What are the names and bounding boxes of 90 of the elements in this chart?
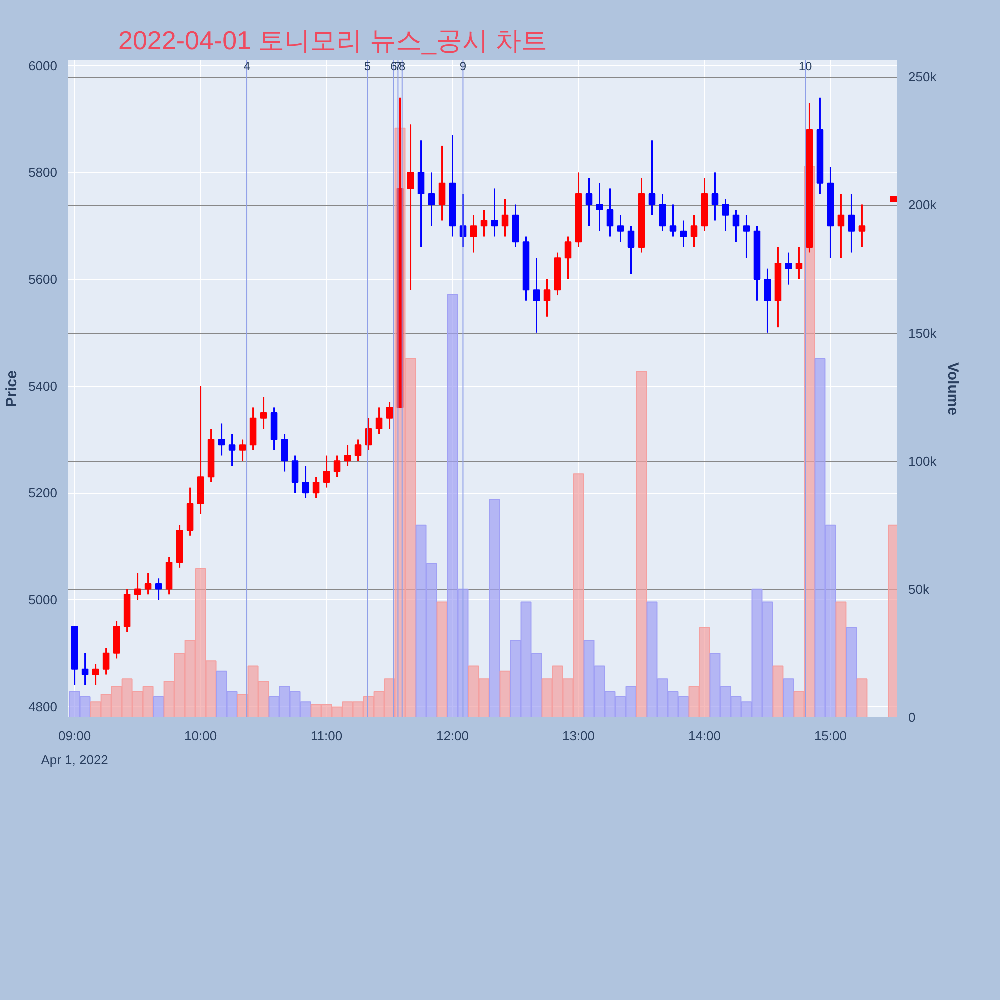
candlestick xyxy=(838,193,845,259)
candlestick xyxy=(228,434,236,468)
candlestick xyxy=(292,455,299,494)
bar xyxy=(783,678,794,718)
candlestick xyxy=(690,214,698,248)
x-tick-label: 12:00 xyxy=(436,728,470,744)
candlestick xyxy=(606,188,614,238)
candlestick xyxy=(344,444,352,468)
candlestick xyxy=(796,246,803,280)
y-tick-label: 4800 xyxy=(28,699,58,714)
candlestick xyxy=(302,466,310,500)
y-axis-title: Price xyxy=(4,370,21,408)
candlestick xyxy=(376,406,383,436)
candlestick xyxy=(418,140,425,248)
candlestick xyxy=(428,172,436,227)
candlestick xyxy=(354,438,362,462)
y2-tick-label: 200k xyxy=(908,198,938,213)
x-tick-label: 11:00 xyxy=(310,728,343,744)
candlestick xyxy=(438,145,446,222)
candlestick xyxy=(502,198,509,238)
candlestick xyxy=(334,455,341,478)
y-tick-label: 6000 xyxy=(28,58,58,74)
candlestick xyxy=(722,198,730,232)
bar xyxy=(856,678,868,718)
candlestick xyxy=(785,252,792,286)
x-tick-label: 13:00 xyxy=(562,728,596,744)
y-tick-label: 5200 xyxy=(28,486,58,501)
candlestick xyxy=(586,177,593,227)
candlestick xyxy=(407,124,414,291)
y-tick-label: 5000 xyxy=(28,592,58,608)
y-tick-label: 5800 xyxy=(28,165,58,180)
bar xyxy=(436,602,448,718)
bar xyxy=(500,670,511,718)
candlestick xyxy=(628,225,635,275)
candlestick xyxy=(102,647,110,676)
x-tick-label: 10:00 xyxy=(184,728,218,744)
candlestick xyxy=(82,652,89,686)
candlestick xyxy=(144,572,152,596)
bar xyxy=(772,666,784,718)
candlestick xyxy=(680,220,688,248)
candlestick xyxy=(764,268,772,334)
bar xyxy=(636,371,648,718)
candlestick xyxy=(155,578,162,601)
candlestick xyxy=(218,422,226,457)
candlestick xyxy=(260,396,268,430)
annotation: 5 xyxy=(364,60,372,74)
candlestick xyxy=(596,182,604,232)
chart-title: 2022-04-01 토니모리 뉴스_공시 차트 xyxy=(118,26,548,56)
candlestick xyxy=(470,214,478,254)
candlestick xyxy=(92,663,100,686)
candlestick xyxy=(564,236,572,280)
text: Apr 1, 2022 xyxy=(41,752,108,768)
candlestick xyxy=(858,204,866,248)
candlestick xyxy=(544,278,551,318)
y2-axis-title: Volume xyxy=(944,362,962,416)
x-tick-label: 15:00 xyxy=(814,728,848,744)
candlestick xyxy=(848,193,856,254)
y2-tick-label: 150k xyxy=(908,326,938,341)
candlestick xyxy=(480,209,488,238)
annotation: 8 xyxy=(399,60,406,74)
x-tick-label: 09:00 xyxy=(58,728,92,744)
annotation: 10 xyxy=(798,60,813,74)
candlestick xyxy=(239,438,246,462)
candlestick xyxy=(323,455,330,489)
bar xyxy=(153,696,164,718)
y2-tick-label: 0 xyxy=(908,710,916,725)
candlestick xyxy=(312,476,320,500)
bar xyxy=(489,499,500,718)
x-tick-label: 14:00 xyxy=(688,728,722,744)
candlestick xyxy=(617,214,624,243)
y-tick-label: 5600 xyxy=(28,272,58,287)
candlestick xyxy=(648,140,656,216)
bar xyxy=(846,627,858,718)
y2-tick-label: 50k xyxy=(908,582,930,597)
candlestick xyxy=(134,572,142,601)
bar xyxy=(836,602,847,718)
y2-tick-label: 100k xyxy=(908,454,938,469)
annotation: 9 xyxy=(460,60,467,74)
candlestick xyxy=(670,204,677,238)
candlestick xyxy=(732,209,740,243)
candlestick xyxy=(533,257,540,334)
candlestick xyxy=(743,214,750,259)
candlestick xyxy=(491,188,498,238)
candlestick xyxy=(386,402,394,430)
candlestick xyxy=(281,434,288,473)
candlestick xyxy=(712,172,719,222)
y2-tick-label: 250k xyxy=(908,70,938,85)
annotation: 4 xyxy=(244,60,251,74)
y-tick-label: 5400 xyxy=(28,378,58,394)
candlestick xyxy=(659,193,666,232)
